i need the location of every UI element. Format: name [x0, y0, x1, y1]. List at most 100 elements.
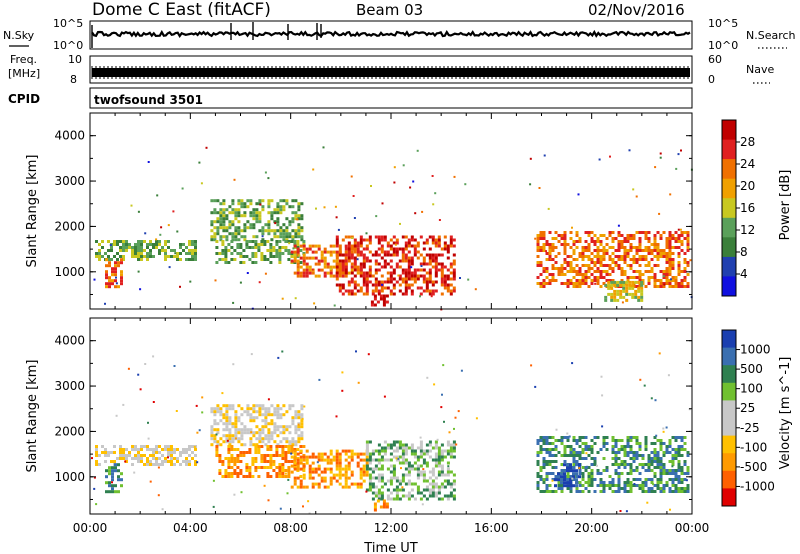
echo-cell	[365, 256, 369, 260]
echo-cell	[320, 455, 324, 459]
echo-cell	[539, 469, 543, 472]
echo-cell	[291, 443, 295, 447]
echo-cell	[593, 261, 597, 264]
echo-cell	[237, 431, 241, 435]
echo-cell	[233, 493, 236, 496]
echo-cell	[278, 261, 282, 264]
echo-cell	[584, 264, 588, 267]
echo-cell	[299, 274, 303, 278]
echo-cell	[617, 478, 621, 481]
echo-cell	[563, 282, 567, 285]
echo-cell	[539, 249, 543, 252]
echo-cell	[302, 458, 306, 462]
echo-cell	[338, 271, 342, 275]
echo-cell	[335, 250, 339, 254]
echo-cell	[277, 356, 280, 359]
echo-cell	[677, 463, 681, 466]
echo-cell	[317, 244, 321, 248]
echo-cell	[380, 449, 384, 453]
echo-cell	[359, 452, 363, 456]
echo-cell	[264, 443, 268, 447]
echo-cell	[617, 224, 620, 227]
echo-cell	[401, 253, 405, 257]
echo-cell	[377, 238, 381, 242]
echo-cell	[161, 463, 164, 466]
echo-cell	[317, 473, 321, 477]
echo-cell	[240, 443, 244, 447]
echo-cell	[224, 255, 228, 258]
echo-cell	[536, 276, 540, 279]
echo-cell	[668, 469, 672, 472]
echo-cell	[584, 448, 588, 451]
echo-cell	[359, 265, 363, 269]
power-echo-cells	[93, 146, 693, 311]
echo-cell	[640, 283, 644, 287]
echo-cell	[683, 270, 687, 273]
echo-cell	[386, 467, 390, 471]
echo-cell	[401, 455, 405, 459]
power-y-axis-label: Slant Range [km]	[25, 155, 40, 268]
echo-cell	[344, 467, 348, 471]
echo-cell	[119, 445, 122, 448]
echo-cell	[578, 454, 582, 457]
echo-cell	[611, 478, 615, 481]
echo-cell	[224, 457, 228, 460]
colorbar-tick-label: -100	[740, 440, 767, 454]
echo-cell	[459, 277, 461, 279]
echo-cell	[421, 210, 424, 213]
echo-cell	[338, 473, 342, 477]
echo-cell	[377, 452, 381, 456]
echo-cell	[374, 476, 378, 480]
echo-cell	[647, 231, 651, 234]
echo-cell	[588, 484, 591, 487]
echo-cell	[593, 478, 597, 481]
echo-cell	[219, 443, 223, 447]
echo-cell	[230, 472, 234, 475]
echo-cell	[152, 463, 155, 466]
echo-cell	[575, 487, 579, 490]
echo-cell	[296, 268, 300, 272]
echo-cell	[529, 183, 532, 186]
echo-cell	[308, 467, 312, 471]
echo-cell	[419, 274, 423, 278]
echo-cell	[261, 199, 265, 203]
echo-cell	[314, 244, 318, 248]
echo-cell	[230, 460, 234, 463]
echo-cell	[251, 463, 255, 466]
echo-cell	[401, 476, 405, 480]
echo-cell	[617, 448, 621, 451]
echo-cell	[443, 283, 447, 287]
echo-cell	[131, 246, 134, 249]
echo-cell	[300, 226, 304, 230]
echo-cell	[270, 217, 274, 221]
echo-cell	[677, 234, 681, 237]
echo-cell	[365, 473, 369, 477]
echo-cell	[296, 265, 300, 269]
echo-cell	[454, 416, 457, 419]
echo-cell	[158, 252, 161, 255]
echo-cell	[173, 365, 176, 367]
echo-cell	[545, 478, 549, 481]
echo-cell	[332, 458, 336, 462]
echo-cell	[312, 168, 315, 171]
echo-cell	[275, 249, 279, 252]
echo-cell	[590, 231, 594, 234]
echo-cell	[675, 167, 678, 170]
echo-cell	[677, 273, 681, 276]
echo-cell	[617, 484, 621, 487]
echo-cell	[659, 460, 663, 463]
echo-cell	[539, 246, 543, 249]
echo-cell	[656, 243, 660, 246]
echo-cell	[392, 241, 396, 245]
echo-cell	[395, 238, 399, 242]
echo-cell	[210, 443, 214, 447]
echo-cell	[596, 436, 600, 439]
echo-cell	[140, 448, 143, 451]
echo-cell	[218, 454, 222, 457]
echo-cell	[164, 460, 167, 463]
echo-cell	[296, 243, 300, 246]
nsky-tick-bottom: 10^0	[53, 39, 83, 52]
echo-cell	[159, 233, 162, 236]
echo-cell	[210, 428, 214, 432]
echo-cell	[357, 381, 360, 384]
